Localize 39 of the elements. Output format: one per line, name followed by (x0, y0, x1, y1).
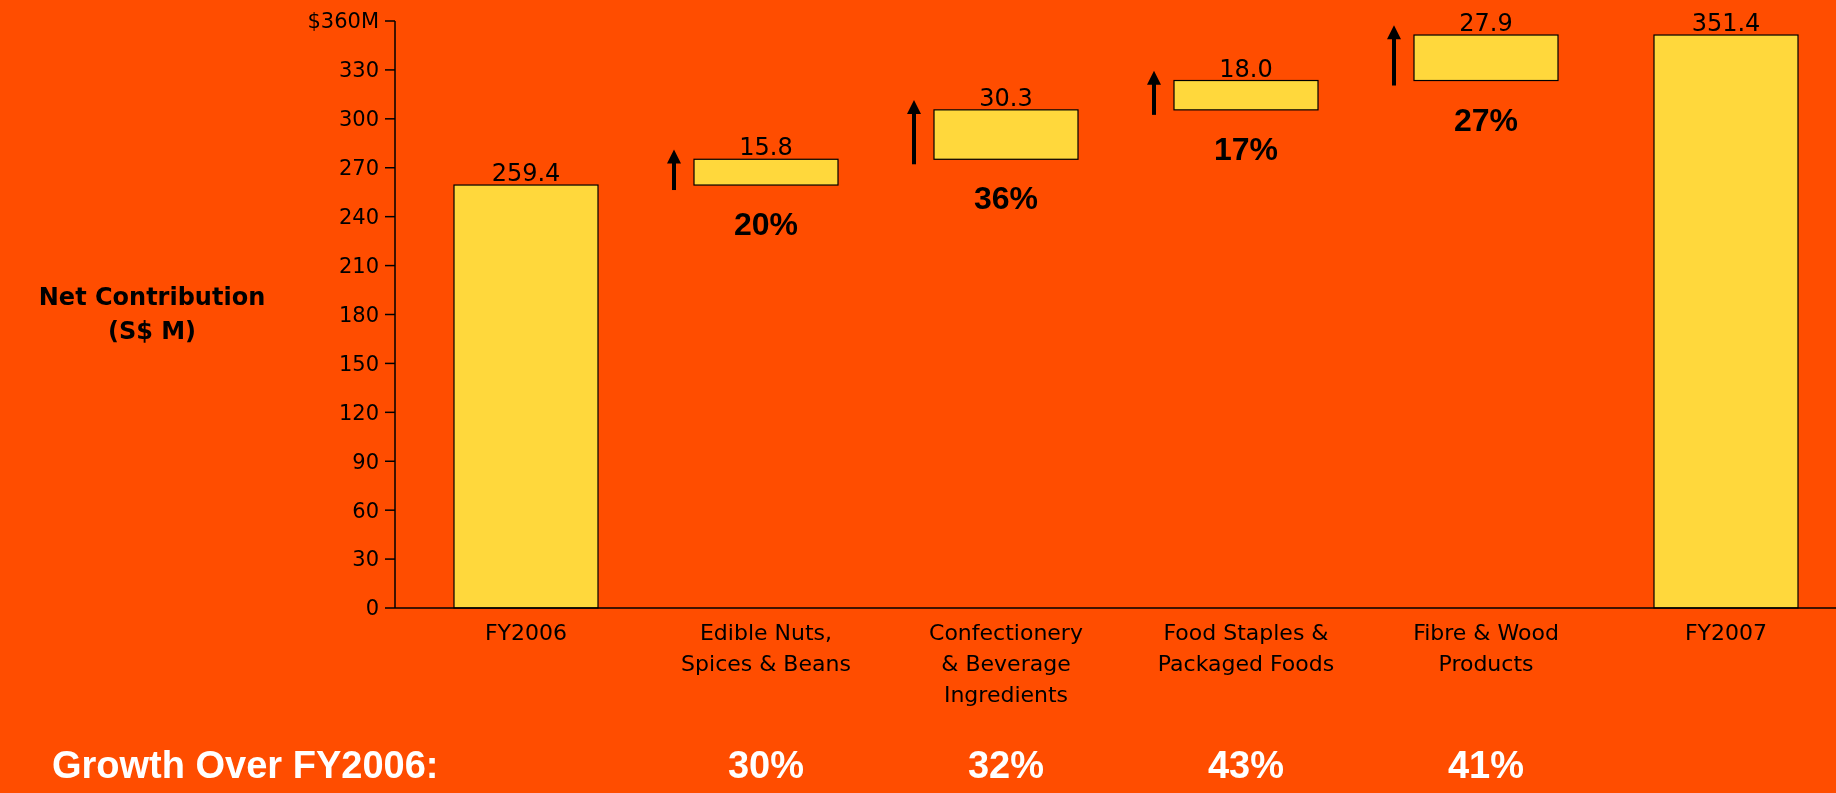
text: 43% (1207, 744, 1285, 786)
x-tick-label: FY2006 (484, 620, 568, 645)
annotation: 17% (1213, 130, 1279, 167)
y-tick-label: 0 (365, 596, 379, 621)
y-axis-title: Net Contribution (S$ M) (38, 283, 266, 345)
data-label: 259.4 (491, 159, 561, 188)
text: 41% (1447, 744, 1525, 786)
bar (1173, 79, 1319, 111)
data-label: 351.4 (1691, 9, 1761, 38)
y-tick-label: 30 (352, 547, 379, 572)
y-tick-label: 210 (338, 253, 379, 278)
y-tick-label: $360M (307, 9, 379, 34)
text: 30% (727, 744, 805, 786)
y-tick-label: 270 (338, 156, 379, 181)
data-label: 30.3 (979, 83, 1033, 112)
data-label: 18.0 (1219, 54, 1273, 83)
y-tick-label: 300 (338, 107, 379, 132)
annotation: 20% (733, 206, 799, 243)
data-label: 27.9 (1459, 9, 1513, 38)
annotation: 36% (973, 180, 1039, 217)
x-tick-label: Confectionery & Beverage Ingredients (929, 620, 1083, 707)
text: Growth Over FY2006: (52, 744, 439, 786)
y-tick-label: 180 (338, 302, 379, 327)
data-label: 15.8 (739, 133, 793, 162)
y-tick-label: 60 (352, 498, 379, 523)
bar (693, 158, 839, 186)
y-tick-label: 120 (338, 400, 379, 425)
annotation: 27% (1453, 101, 1519, 138)
y-tick-label: 150 (338, 351, 379, 376)
y-tick-label: 90 (352, 449, 379, 474)
x-tick-label: Food Staples & Packaged Foods (1157, 620, 1335, 676)
text: 32% (967, 744, 1045, 786)
x-tick-label: FY2007 (1684, 620, 1768, 645)
y-tick-label: 240 (338, 205, 379, 230)
x-tick-label: Edible Nuts, Spices & Beans (681, 620, 851, 676)
x-tick-label: Fibre & Wood Products (1413, 620, 1559, 676)
y-tick-label: 330 (338, 58, 379, 83)
bar (1413, 34, 1559, 82)
bar (933, 109, 1079, 160)
